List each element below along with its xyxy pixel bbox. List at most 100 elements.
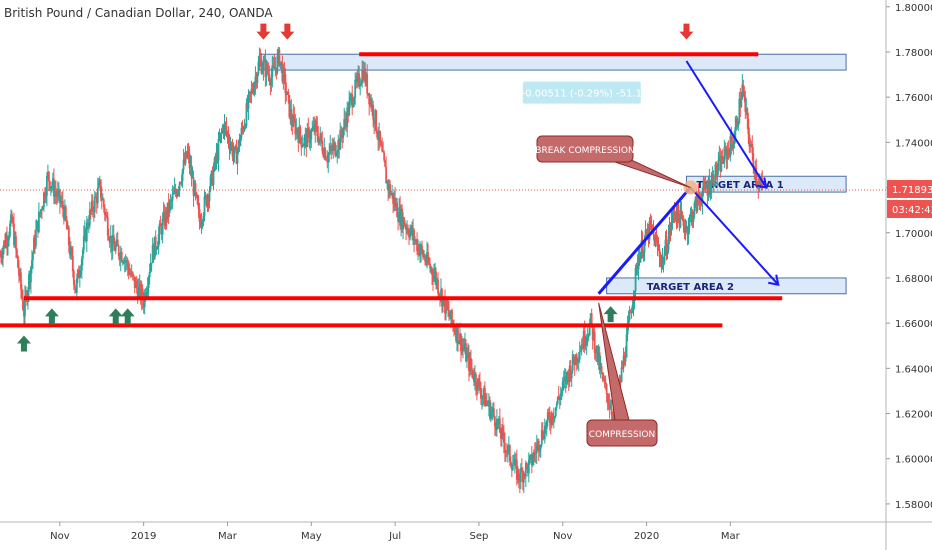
candle-body	[479, 381, 481, 391]
candle-body	[277, 49, 280, 57]
candle-body	[208, 190, 211, 202]
candle-body	[133, 276, 136, 288]
candle-body	[413, 230, 415, 242]
candle-body	[86, 222, 89, 227]
candle-body	[331, 148, 334, 151]
candle-body	[170, 200, 173, 202]
candle-body	[66, 227, 69, 230]
up-arrow-icon	[603, 306, 618, 323]
candle-body	[579, 350, 582, 353]
candle-body	[125, 260, 128, 262]
candle-body	[295, 128, 298, 135]
candle-body	[342, 128, 345, 138]
candle-body	[675, 215, 678, 223]
candle-body	[704, 183, 707, 189]
candle-body	[42, 207, 44, 210]
candle-body	[45, 176, 48, 196]
compression-pointer	[598, 302, 630, 421]
candle-body	[627, 320, 630, 325]
candle-body	[641, 240, 644, 257]
candle-body	[487, 400, 490, 406]
candle-body	[147, 277, 150, 289]
candle-body	[642, 252, 645, 257]
candle-body	[268, 74, 271, 82]
candle-body	[404, 226, 406, 228]
candle-body	[281, 63, 284, 82]
candle-body	[199, 222, 202, 227]
candle-body	[188, 153, 191, 168]
candle-body	[93, 196, 96, 213]
candle-body	[159, 223, 162, 227]
candle-body	[588, 323, 591, 336]
candle-body	[201, 221, 204, 223]
candle-body	[695, 197, 698, 212]
candle-body	[367, 93, 370, 95]
measure-label: -0.00511 (-0.29%) -51.1	[522, 89, 642, 100]
candle-body	[200, 222, 203, 227]
candle-body	[551, 413, 554, 421]
candle-body	[380, 142, 383, 145]
candle-body	[315, 120, 318, 126]
candle-body	[467, 352, 469, 354]
candle-body	[401, 208, 403, 230]
candle-body	[354, 79, 357, 98]
candle-body	[204, 195, 207, 197]
candle-body	[472, 370, 474, 378]
candle-body	[336, 152, 339, 155]
candle-body	[11, 214, 13, 221]
countdown-tag	[887, 199, 932, 218]
candle-body	[592, 331, 595, 340]
candle-body	[292, 114, 295, 127]
candle-body	[387, 181, 390, 191]
candle-body	[631, 304, 634, 313]
candle-body	[319, 133, 322, 139]
candle-body	[20, 272, 22, 290]
candle-body	[464, 343, 466, 350]
candle-body	[18, 267, 20, 276]
candle-body	[411, 226, 413, 236]
candle-body	[526, 464, 529, 474]
candle-body	[80, 258, 83, 271]
candle-body	[9, 223, 11, 237]
candle-body	[242, 128, 245, 131]
candle-body	[68, 245, 71, 256]
candle-body	[82, 236, 85, 250]
price-tag	[887, 179, 932, 198]
candle-body	[623, 355, 626, 362]
x-tick-label: Nov	[553, 531, 573, 542]
candle-body	[687, 227, 690, 236]
candle-body	[15, 236, 17, 250]
candle-body	[435, 271, 437, 284]
candle-body	[359, 85, 362, 87]
candle-body	[326, 159, 329, 163]
down-arrow-icon	[280, 23, 295, 40]
candle-body	[500, 427, 503, 439]
candle-body	[626, 324, 629, 335]
candle-body	[621, 367, 624, 369]
candle-body	[466, 353, 468, 362]
candle-body	[593, 331, 596, 353]
candle-body	[113, 244, 116, 251]
candle-body	[109, 235, 112, 244]
candle-body	[658, 248, 661, 258]
candle-body	[205, 195, 208, 206]
candle-body	[407, 228, 409, 234]
candle-body	[244, 125, 247, 127]
candle-body	[506, 446, 509, 453]
candle-body	[760, 180, 763, 184]
candle-body	[100, 197, 103, 201]
candle-body	[300, 137, 303, 147]
candle-body	[223, 122, 226, 132]
candle-body	[131, 272, 134, 276]
candle-body	[534, 452, 537, 454]
candle-body	[563, 376, 566, 380]
candle-body	[325, 159, 328, 161]
candle-body	[508, 445, 511, 462]
candle-body	[512, 464, 515, 466]
candle-body	[416, 239, 418, 252]
candle-body	[503, 442, 506, 453]
candle-body	[575, 354, 578, 363]
candle-body	[322, 151, 325, 157]
candle-body	[310, 130, 313, 140]
